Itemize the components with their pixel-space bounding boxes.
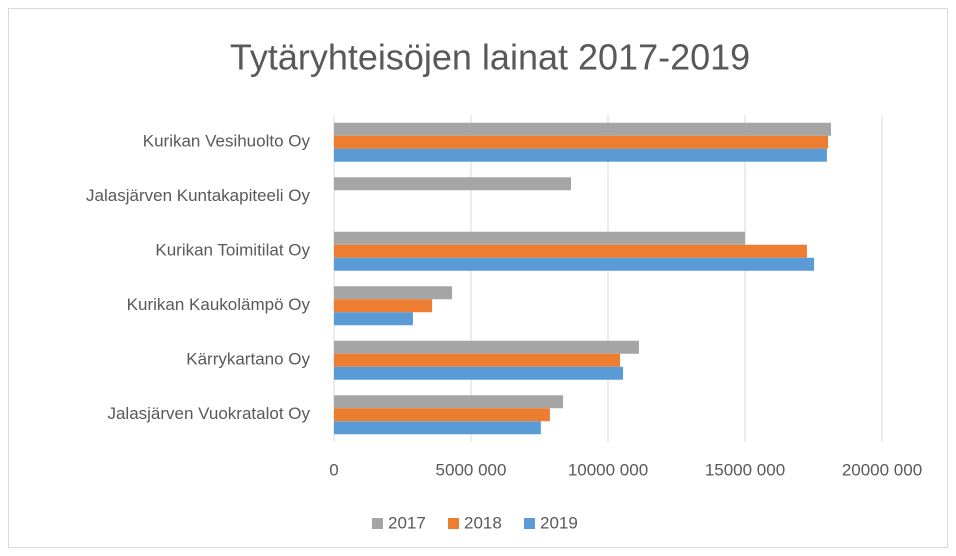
bar	[334, 177, 572, 191]
bar	[334, 244, 807, 258]
bar	[334, 122, 832, 136]
bar	[334, 408, 550, 422]
legend-label: 2019	[540, 513, 578, 532]
bar	[334, 299, 433, 313]
x-tick-label: 0	[329, 460, 338, 479]
bar	[334, 231, 745, 245]
y-tick-label: Kurikan Vesihuolto Oy	[143, 132, 311, 151]
bar	[334, 257, 815, 271]
bar	[334, 312, 413, 326]
legend-swatch	[448, 518, 459, 529]
bar	[334, 395, 564, 409]
chart-frame	[8, 8, 948, 548]
y-tick-label: Kurikan Toimitilat Oy	[155, 241, 310, 260]
bar	[334, 135, 829, 149]
legend-swatch	[524, 518, 535, 529]
y-tick-label: Kärrykartano Oy	[186, 350, 310, 369]
legend-swatch	[372, 518, 383, 529]
bar	[334, 421, 541, 435]
y-tick-label: Jalasjärven Vuokratalot Oy	[107, 404, 310, 423]
bar	[334, 148, 827, 162]
y-tick-label: Kurikan Kaukolämpö Oy	[127, 295, 311, 314]
x-tick-label: 20000 000	[842, 460, 922, 479]
legend-label: 2017	[388, 513, 426, 532]
bar	[334, 286, 453, 300]
bar	[334, 340, 639, 354]
x-tick-label: 10000 000	[568, 460, 648, 479]
bar	[334, 366, 624, 380]
x-tick-label: 5000 000	[436, 460, 507, 479]
y-tick-label: Jalasjärven Kuntakapiteeli Oy	[86, 186, 310, 205]
x-tick-label: 15000 000	[705, 460, 785, 479]
chart-title: Tytäryhteisöjen lainat 2017-2019	[230, 37, 750, 78]
bar	[334, 353, 621, 367]
legend-label: 2018	[464, 513, 502, 532]
